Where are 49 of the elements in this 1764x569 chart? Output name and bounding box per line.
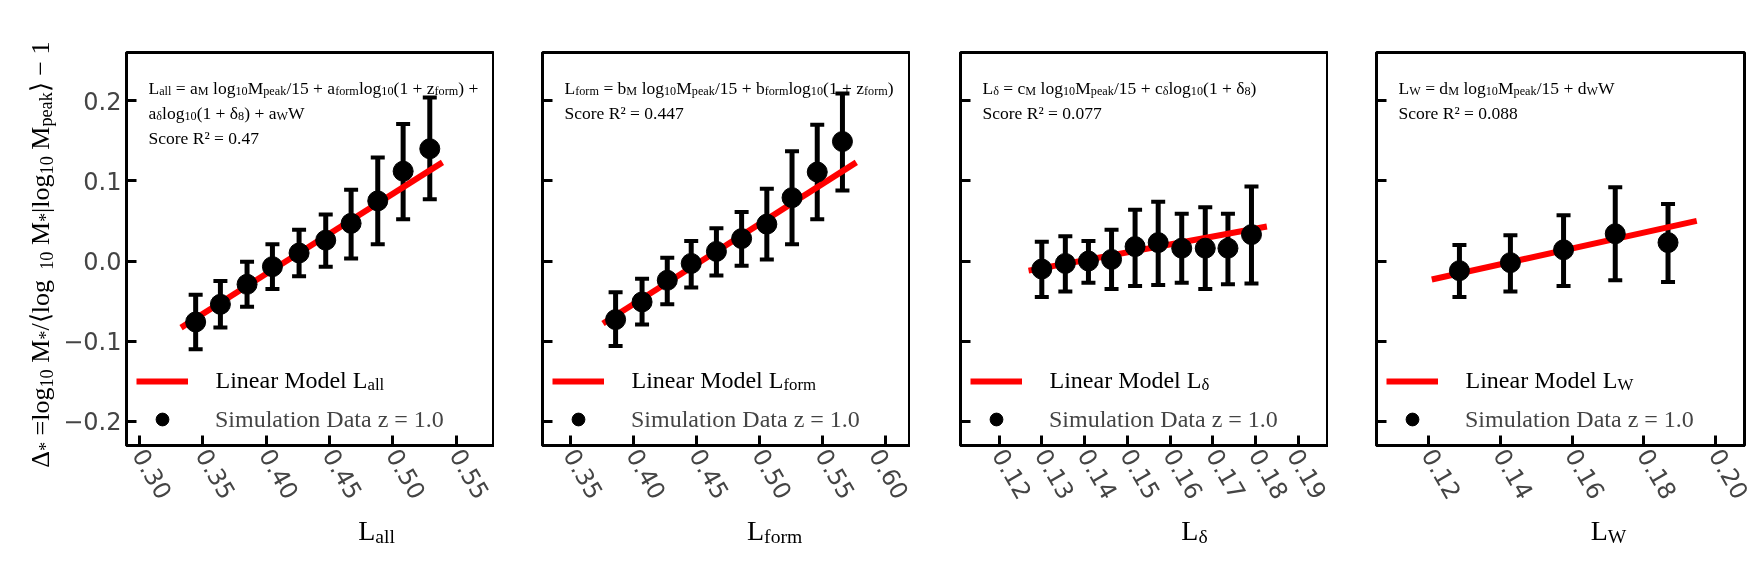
point [731,228,753,250]
point [1448,260,1470,282]
point [315,229,337,251]
annotation: Score R² = 0.077 [982,102,1102,123]
y-tick-label: 0.1 [83,167,122,196]
point [705,240,727,262]
point [1101,248,1123,270]
legend-label: Simulation Data z = 1.0 [215,404,444,434]
point [1604,223,1626,245]
point [261,256,283,278]
point [1553,239,1575,261]
legend-label: Simulation Data z = 1.0 [631,404,860,434]
point [1240,224,1262,246]
point [392,160,414,182]
point [419,138,441,160]
point [781,187,803,209]
point [631,291,653,313]
point [209,293,231,315]
point [831,131,853,153]
point [340,212,362,234]
legend-label: Simulation Data z = 1.0 [1465,404,1694,434]
text: Δ* =log10 M*/⟨log10 M*|log10 Mpeak⟩ − 1 [26,41,57,468]
point [1147,232,1169,254]
point [1499,252,1521,274]
point [756,213,778,235]
annotation: Score R² = 0.447 [564,102,684,123]
point [1031,258,1053,280]
y-tick-label: −0.2 [63,408,122,437]
point [1124,236,1146,258]
y-tick-label: 0.0 [83,248,122,277]
point [806,161,828,183]
point [1077,250,1099,272]
y-tick-label: 0.2 [83,87,122,116]
point [236,273,258,295]
point [1194,237,1216,259]
legend-label: Simulation Data z = 1.0 [1049,404,1278,434]
point [1171,237,1193,259]
annotation: Score R² = 0.088 [1398,102,1518,123]
point [656,269,678,291]
y-tick-label: −0.1 [63,328,122,357]
point [680,252,702,274]
point [185,311,207,333]
point [367,190,389,212]
point [288,242,310,264]
point [1217,237,1239,259]
annotation: Score R² = 0.47 [148,127,260,148]
point [1054,252,1076,274]
point [605,309,627,331]
point [1657,232,1679,254]
